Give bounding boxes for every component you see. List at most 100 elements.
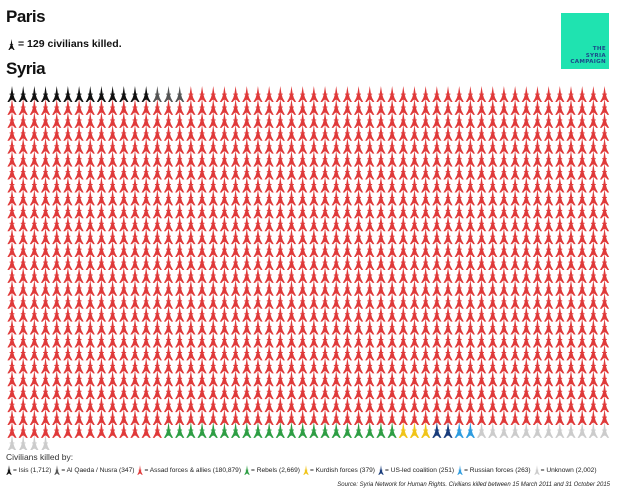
tower-assad-forces-allies <box>409 241 420 258</box>
tower-assad-forces-allies <box>365 111 375 128</box>
tower-assad-forces-allies <box>376 383 386 400</box>
tower-assad-forces-allies <box>275 279 285 296</box>
tower-assad-forces-allies <box>465 163 475 180</box>
tower-assad-forces-allies <box>309 98 319 115</box>
paris-title: Paris <box>6 7 46 26</box>
tower-assad-forces-allies <box>141 253 151 270</box>
tower-assad-forces-allies <box>432 292 442 309</box>
tower-assad-forces-allies <box>18 370 28 387</box>
tower-assad-forces-allies <box>96 279 107 296</box>
tower-assad-forces-allies <box>432 111 442 128</box>
tower-assad-forces-allies <box>309 86 319 102</box>
tower-assad-forces-allies <box>85 318 95 335</box>
tower-assad-forces-allies <box>40 215 51 232</box>
tower-assad-forces-allies <box>532 331 543 348</box>
tower-assad-forces-allies <box>152 253 162 270</box>
tower-assad-forces-allies <box>421 292 431 309</box>
tower-assad-forces-allies <box>108 137 118 154</box>
tower-assad-forces-allies <box>432 176 442 193</box>
tower-assad-forces-allies <box>7 409 17 425</box>
tower-assad-forces-allies <box>108 409 118 425</box>
tower-assad-forces-allies <box>432 137 442 154</box>
tower-assad-forces-allies <box>320 370 330 387</box>
tower-assad-forces-allies <box>443 215 453 232</box>
tower-assad-forces-allies <box>130 292 140 309</box>
tower-assad-forces-allies <box>577 344 587 361</box>
tower-assad-forces-allies <box>286 318 297 335</box>
tower-assad-forces-allies <box>231 370 241 387</box>
tower-assad-forces-allies <box>421 370 431 387</box>
tower-unknown <box>488 421 498 438</box>
tower-assad-forces-allies <box>197 176 207 193</box>
tower-assad-forces-allies <box>163 189 174 206</box>
tower-assad-forces-allies <box>85 409 95 425</box>
tower-assad-forces-allies <box>342 396 352 413</box>
tower-assad-forces-allies <box>544 266 554 283</box>
tower-rebels <box>242 421 252 438</box>
tower-rebels <box>219 421 230 438</box>
tower-assad-forces-allies <box>29 189 39 206</box>
tower-assad-forces-allies <box>152 163 162 180</box>
tower-assad-forces-allies <box>510 383 520 400</box>
tower-assad-forces-allies <box>242 111 252 128</box>
tower-assad-forces-allies <box>331 163 341 180</box>
tower-assad-forces-allies <box>465 176 475 193</box>
tower-assad-forces-allies <box>499 124 509 141</box>
tower-assad-forces-allies <box>353 396 364 413</box>
tower-assad-forces-allies <box>331 137 341 154</box>
tower-assad-forces-allies <box>599 305 610 322</box>
tower-assad-forces-allies <box>320 202 330 219</box>
tower-assad-forces-allies <box>298 383 308 400</box>
tower-assad-forces-allies <box>532 318 543 335</box>
tower-assad-forces-allies <box>454 189 464 206</box>
tower-assad-forces-allies <box>588 318 598 335</box>
tower-assad-forces-allies <box>119 279 129 296</box>
legend-swatch <box>533 465 540 475</box>
tower-assad-forces-allies <box>152 305 162 322</box>
tower-assad-forces-allies <box>63 111 73 128</box>
tower-assad-forces-allies <box>421 163 431 180</box>
tower-assad-forces-allies <box>544 86 554 102</box>
tower-assad-forces-allies <box>555 409 565 425</box>
tower-assad-forces-allies <box>219 163 230 180</box>
tower-assad-forces-allies <box>376 318 386 335</box>
tower-assad-forces-allies <box>342 253 352 270</box>
tower-assad-forces-allies <box>74 421 84 438</box>
legend-item: = Rebels (2,669) <box>244 465 300 475</box>
legend-swatch <box>457 465 463 475</box>
tower-assad-forces-allies <box>242 383 252 400</box>
tower-assad-forces-allies <box>186 124 196 141</box>
eiffel-tower-icon <box>54 465 61 475</box>
tower-assad-forces-allies <box>63 344 73 361</box>
tower-assad-forces-allies <box>387 98 397 115</box>
tower-assad-forces-allies <box>286 305 297 322</box>
tower-assad-forces-allies <box>108 396 118 413</box>
tower-assad-forces-allies <box>331 370 341 387</box>
tower-isis <box>130 86 140 102</box>
tower-assad-forces-allies <box>52 292 62 309</box>
tower-assad-forces-allies <box>52 305 62 322</box>
tower-assad-forces-allies <box>398 383 408 400</box>
tower-assad-forces-allies <box>219 228 230 245</box>
tower-assad-forces-allies <box>320 266 330 283</box>
tower-assad-forces-allies <box>376 215 386 232</box>
tower-assad-forces-allies <box>331 189 341 206</box>
tower-assad-forces-allies <box>521 253 531 270</box>
tower-assad-forces-allies <box>476 150 487 167</box>
tower-assad-forces-allies <box>219 98 230 115</box>
tower-assad-forces-allies <box>231 150 241 167</box>
tower-assad-forces-allies <box>108 215 118 232</box>
tower-assad-forces-allies <box>7 396 17 413</box>
tower-assad-forces-allies <box>253 357 263 374</box>
tower-assad-forces-allies <box>242 344 252 361</box>
tower-assad-forces-allies <box>275 292 285 309</box>
tower-assad-forces-allies <box>242 253 252 270</box>
tower-assad-forces-allies <box>264 98 274 115</box>
tower-assad-forces-allies <box>18 318 28 335</box>
tower-assad-forces-allies <box>532 253 543 270</box>
tower-assad-forces-allies <box>566 318 576 335</box>
tower-assad-forces-allies <box>599 253 610 270</box>
tower-assad-forces-allies <box>286 292 297 309</box>
tower-assad-forces-allies <box>465 202 475 219</box>
tower-assad-forces-allies <box>476 318 487 335</box>
